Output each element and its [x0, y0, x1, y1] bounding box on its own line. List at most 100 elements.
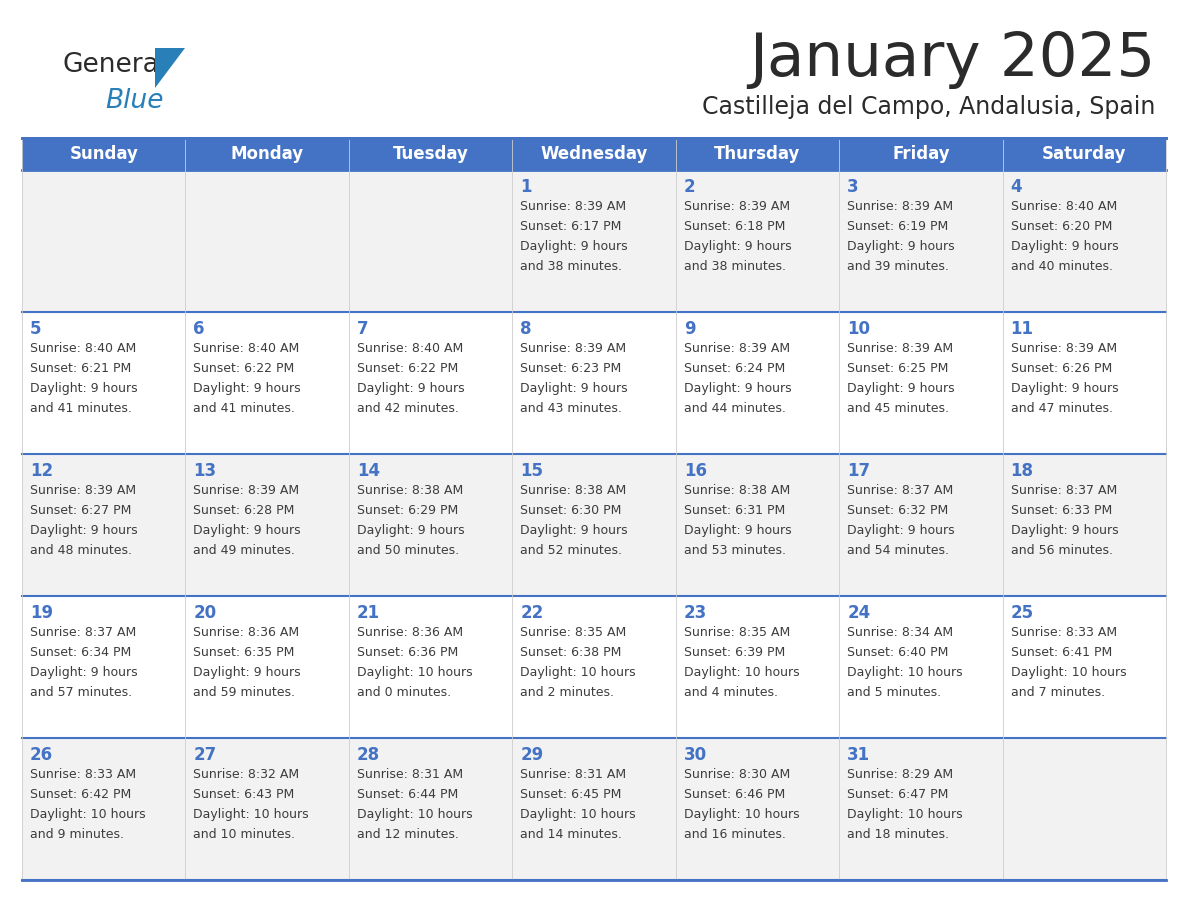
Text: Blue: Blue [105, 88, 164, 114]
Text: Sunrise: 8:33 AM: Sunrise: 8:33 AM [1011, 626, 1117, 639]
Bar [23, 738, 185, 880]
Text: Sunrise: 8:31 AM: Sunrise: 8:31 AM [520, 768, 626, 781]
Text: and 44 minutes.: and 44 minutes. [684, 402, 785, 415]
Bar [512, 738, 676, 880]
Bar [185, 738, 349, 880]
Text: Sunset: 6:29 PM: Sunset: 6:29 PM [356, 504, 459, 517]
Text: 31: 31 [847, 746, 871, 764]
Text: and 12 minutes.: and 12 minutes. [356, 828, 459, 841]
Text: Daylight: 9 hours: Daylight: 9 hours [520, 240, 628, 253]
Text: Daylight: 9 hours: Daylight: 9 hours [194, 382, 301, 395]
Text: Monday: Monday [230, 145, 304, 163]
Text: 19: 19 [30, 604, 53, 622]
Text: Sunset: 6:36 PM: Sunset: 6:36 PM [356, 646, 459, 659]
Text: Daylight: 10 hours: Daylight: 10 hours [684, 808, 800, 821]
Text: Sunset: 6:25 PM: Sunset: 6:25 PM [847, 362, 948, 375]
Text: and 0 minutes.: and 0 minutes. [356, 686, 451, 699]
Text: Daylight: 9 hours: Daylight: 9 hours [1011, 240, 1118, 253]
Text: 22: 22 [520, 604, 544, 622]
Text: and 7 minutes.: and 7 minutes. [1011, 686, 1105, 699]
Bar [676, 312, 839, 454]
Bar [349, 454, 512, 596]
Text: Tuesday: Tuesday [392, 145, 468, 163]
Text: and 10 minutes.: and 10 minutes. [194, 828, 296, 841]
Text: Sunrise: 8:39 AM: Sunrise: 8:39 AM [30, 484, 137, 497]
Text: and 38 minutes.: and 38 minutes. [520, 260, 623, 273]
Text: Daylight: 9 hours: Daylight: 9 hours [194, 666, 301, 679]
Text: Daylight: 10 hours: Daylight: 10 hours [847, 808, 962, 821]
Text: Daylight: 9 hours: Daylight: 9 hours [847, 240, 955, 253]
Bar [23, 170, 185, 312]
Text: Sunset: 6:24 PM: Sunset: 6:24 PM [684, 362, 785, 375]
Text: Daylight: 10 hours: Daylight: 10 hours [520, 808, 636, 821]
Text: 30: 30 [684, 746, 707, 764]
Text: Sunset: 6:28 PM: Sunset: 6:28 PM [194, 504, 295, 517]
Text: 18: 18 [1011, 462, 1034, 480]
Text: Sunrise: 8:38 AM: Sunrise: 8:38 AM [684, 484, 790, 497]
Text: and 39 minutes.: and 39 minutes. [847, 260, 949, 273]
Bar [839, 596, 1003, 738]
Bar [512, 170, 676, 312]
Text: Daylight: 9 hours: Daylight: 9 hours [30, 382, 138, 395]
Text: and 57 minutes.: and 57 minutes. [30, 686, 132, 699]
Bar [185, 596, 349, 738]
Text: 16: 16 [684, 462, 707, 480]
Text: and 38 minutes.: and 38 minutes. [684, 260, 785, 273]
Text: Daylight: 10 hours: Daylight: 10 hours [356, 808, 473, 821]
Text: 9: 9 [684, 320, 695, 338]
Text: Daylight: 9 hours: Daylight: 9 hours [194, 524, 301, 537]
Text: Daylight: 10 hours: Daylight: 10 hours [847, 666, 962, 679]
Bar [1003, 738, 1165, 880]
Text: and 43 minutes.: and 43 minutes. [520, 402, 623, 415]
Text: 21: 21 [356, 604, 380, 622]
Text: Daylight: 9 hours: Daylight: 9 hours [847, 382, 955, 395]
Text: Sunset: 6:47 PM: Sunset: 6:47 PM [847, 788, 948, 801]
Text: and 45 minutes.: and 45 minutes. [847, 402, 949, 415]
Text: Daylight: 9 hours: Daylight: 9 hours [356, 524, 465, 537]
Bar [1003, 596, 1165, 738]
Text: 24: 24 [847, 604, 871, 622]
Text: Daylight: 9 hours: Daylight: 9 hours [1011, 382, 1118, 395]
Text: Sunrise: 8:36 AM: Sunrise: 8:36 AM [356, 626, 463, 639]
Text: Sunrise: 8:39 AM: Sunrise: 8:39 AM [194, 484, 299, 497]
Text: Sunrise: 8:38 AM: Sunrise: 8:38 AM [520, 484, 626, 497]
Text: Sunset: 6:41 PM: Sunset: 6:41 PM [1011, 646, 1112, 659]
Text: and 41 minutes.: and 41 minutes. [194, 402, 296, 415]
Text: Sunrise: 8:29 AM: Sunrise: 8:29 AM [847, 768, 953, 781]
Bar [676, 454, 839, 596]
Text: Sunrise: 8:37 AM: Sunrise: 8:37 AM [847, 484, 954, 497]
Text: Sunset: 6:45 PM: Sunset: 6:45 PM [520, 788, 621, 801]
Text: Daylight: 9 hours: Daylight: 9 hours [684, 524, 791, 537]
Text: and 52 minutes.: and 52 minutes. [520, 544, 623, 557]
Text: Sunrise: 8:31 AM: Sunrise: 8:31 AM [356, 768, 463, 781]
Text: 13: 13 [194, 462, 216, 480]
Text: and 16 minutes.: and 16 minutes. [684, 828, 785, 841]
Text: Sunset: 6:44 PM: Sunset: 6:44 PM [356, 788, 459, 801]
Text: 29: 29 [520, 746, 544, 764]
Text: Sunset: 6:34 PM: Sunset: 6:34 PM [30, 646, 131, 659]
Bar [676, 170, 839, 312]
Text: Friday: Friday [892, 145, 949, 163]
Text: Daylight: 10 hours: Daylight: 10 hours [30, 808, 146, 821]
Text: Sunrise: 8:39 AM: Sunrise: 8:39 AM [1011, 342, 1117, 355]
Text: 28: 28 [356, 746, 380, 764]
Text: January 2025: January 2025 [748, 30, 1155, 89]
Bar [185, 170, 349, 312]
Text: Sunset: 6:22 PM: Sunset: 6:22 PM [194, 362, 295, 375]
Text: 6: 6 [194, 320, 204, 338]
Text: 4: 4 [1011, 178, 1022, 196]
Text: Daylight: 9 hours: Daylight: 9 hours [684, 240, 791, 253]
Text: Daylight: 10 hours: Daylight: 10 hours [684, 666, 800, 679]
Text: Sunrise: 8:38 AM: Sunrise: 8:38 AM [356, 484, 463, 497]
Bar [1003, 170, 1165, 312]
Text: Daylight: 9 hours: Daylight: 9 hours [520, 382, 628, 395]
Text: and 2 minutes.: and 2 minutes. [520, 686, 614, 699]
Bar [1003, 454, 1165, 596]
Text: Sunrise: 8:40 AM: Sunrise: 8:40 AM [30, 342, 137, 355]
Text: Sunset: 6:17 PM: Sunset: 6:17 PM [520, 220, 621, 233]
Text: Sunrise: 8:33 AM: Sunrise: 8:33 AM [30, 768, 137, 781]
Text: and 59 minutes.: and 59 minutes. [194, 686, 296, 699]
Text: and 50 minutes.: and 50 minutes. [356, 544, 459, 557]
Text: and 48 minutes.: and 48 minutes. [30, 544, 132, 557]
Text: Sunset: 6:30 PM: Sunset: 6:30 PM [520, 504, 621, 517]
